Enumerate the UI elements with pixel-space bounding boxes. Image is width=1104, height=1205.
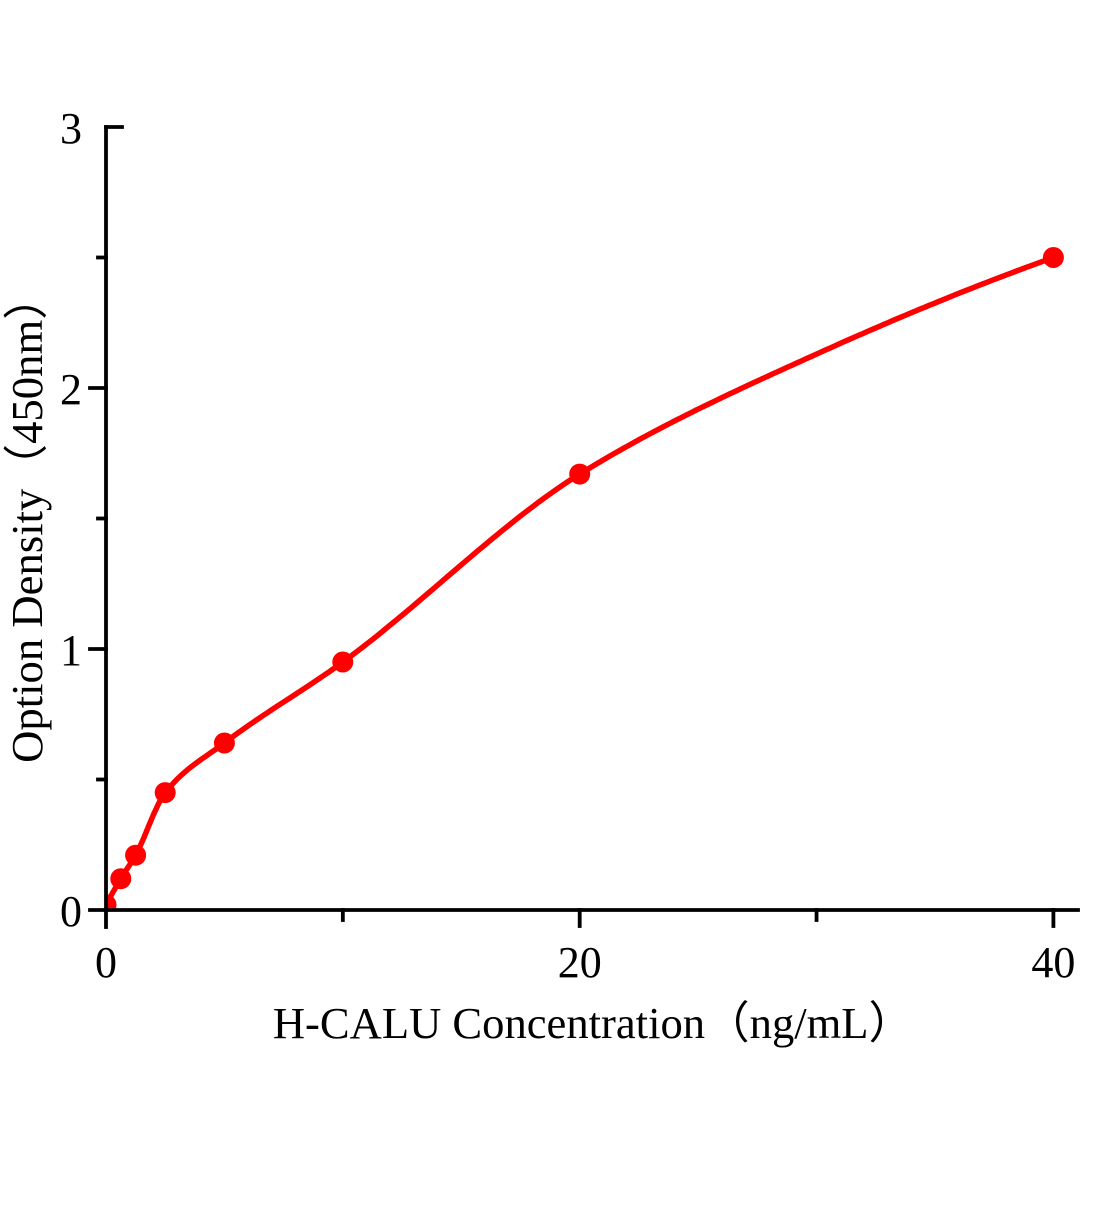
svg-text:20: 20 [558,938,602,987]
svg-text:3: 3 [60,104,82,153]
svg-text:1: 1 [60,626,82,675]
svg-text:Option Density（450nm）: Option Density（450nm） [2,275,52,763]
svg-text:40: 40 [1031,938,1075,987]
svg-text:H-CALU Concentration（ng/mL）: H-CALU Concentration（ng/mL） [273,998,913,1048]
svg-text:0: 0 [60,887,82,936]
svg-text:2: 2 [60,365,82,414]
svg-text:0: 0 [95,938,117,987]
